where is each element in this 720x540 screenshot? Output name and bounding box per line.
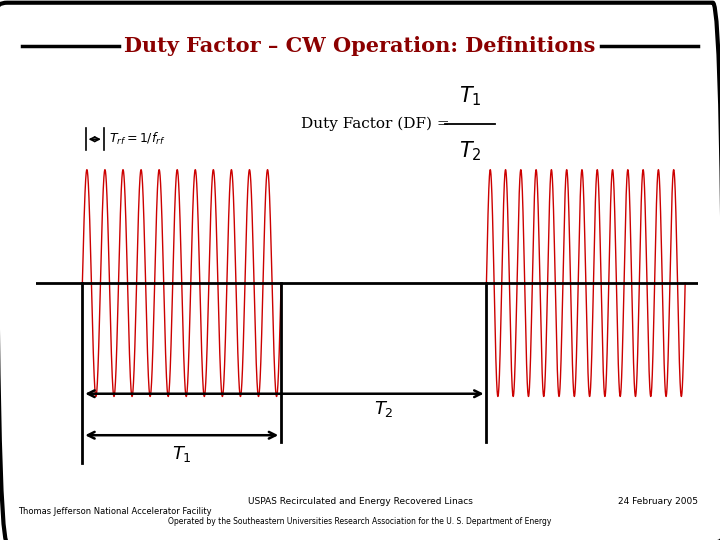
Text: $T_1$: $T_1$ xyxy=(459,85,481,108)
Text: Duty Factor (DF) =: Duty Factor (DF) = xyxy=(301,117,454,131)
Text: USPAS Recirculated and Energy Recovered Linacs: USPAS Recirculated and Energy Recovered … xyxy=(248,497,472,505)
Text: $T_1$: $T_1$ xyxy=(172,443,192,463)
Text: 24 February 2005: 24 February 2005 xyxy=(618,497,698,505)
Text: Thomas Jefferson National Accelerator Facility: Thomas Jefferson National Accelerator Fa… xyxy=(19,508,212,516)
Text: Duty Factor – CW Operation: Definitions: Duty Factor – CW Operation: Definitions xyxy=(125,36,595,56)
Text: $T_{rf} = 1/f_{rf}$: $T_{rf} = 1/f_{rf}$ xyxy=(109,131,166,147)
Text: Operated by the Southeastern Universities Research Association for the U. S. Dep: Operated by the Southeastern Universitie… xyxy=(168,517,552,525)
Text: $T_2$: $T_2$ xyxy=(459,140,481,164)
Text: $T_2$: $T_2$ xyxy=(374,399,394,419)
